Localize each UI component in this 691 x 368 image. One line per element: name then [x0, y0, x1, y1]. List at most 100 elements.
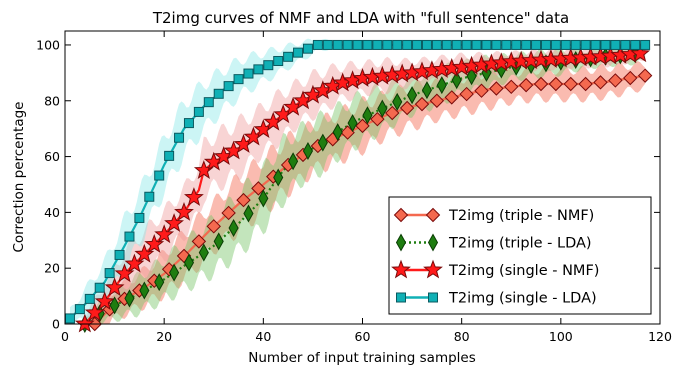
thin-diamond-marker	[198, 243, 209, 262]
y-tick-label: 60	[44, 149, 60, 164]
thin-diamond-marker	[436, 76, 447, 95]
square-marker	[431, 39, 442, 50]
square-marker	[273, 55, 284, 66]
diamond-marker	[608, 73, 623, 88]
y-axis-label: Correction percentage	[11, 102, 27, 253]
square-marker	[174, 132, 185, 143]
square-marker	[580, 39, 591, 50]
square-marker	[322, 39, 333, 50]
diamond-marker	[425, 207, 441, 223]
y-axis-ticks: 0 20 40 60 80 100	[36, 37, 660, 332]
thin-diamond-marker	[228, 218, 239, 238]
thin-diamond-marker	[109, 296, 120, 315]
chart-title: T2img curves of NMF and LDA with "full s…	[152, 9, 569, 27]
square-marker	[84, 293, 95, 304]
square-marker	[352, 39, 363, 50]
square-marker	[451, 39, 462, 50]
square-marker	[243, 68, 254, 79]
star-marker	[74, 313, 95, 333]
square-marker	[481, 39, 492, 50]
thin-diamond-marker	[213, 232, 224, 251]
square-marker	[491, 39, 502, 50]
square-marker	[441, 39, 452, 50]
diamond-marker	[489, 81, 504, 96]
x-tick-label: 60	[355, 329, 371, 344]
star-marker	[104, 277, 125, 297]
square-marker	[362, 39, 373, 50]
diamond-marker	[548, 76, 564, 92]
square-marker	[521, 39, 532, 50]
diamond-marker	[414, 96, 430, 112]
diamond-marker	[459, 86, 474, 102]
legend-label: T2img (triple - NMF)	[448, 208, 594, 224]
square-marker	[233, 74, 244, 85]
square-marker	[302, 43, 313, 54]
band-2	[84, 45, 646, 324]
diamond-marker	[637, 68, 653, 83]
diamond-marker	[563, 76, 578, 92]
diamond-marker	[518, 77, 534, 93]
thin-diamond-marker	[347, 114, 358, 133]
square-marker	[382, 39, 393, 50]
square-marker	[428, 292, 438, 303]
legend-label: T2img (single - LDA)	[448, 291, 597, 307]
diamond-marker	[393, 207, 409, 223]
thin-diamond-marker	[451, 71, 462, 90]
band-3	[69, 38, 646, 324]
thin-diamond-marker	[392, 92, 403, 111]
star-marker	[630, 43, 651, 63]
legend-label: T2img (single - NMF)	[448, 263, 599, 279]
diamond-marker	[355, 118, 370, 134]
thin-diamond-marker	[302, 141, 314, 161]
thin-diamond-marker	[466, 67, 477, 86]
diamond-marker	[399, 100, 415, 116]
square-marker	[412, 39, 423, 50]
square-marker	[134, 212, 145, 223]
thin-diamond-marker	[273, 168, 284, 187]
y-tick-label: 100	[36, 37, 60, 52]
square-marker	[104, 268, 115, 279]
thin-diamond-marker	[427, 233, 439, 252]
x-axis-ticks: 0 20 40 60 80 100 120	[61, 31, 672, 344]
diamond-marker	[221, 205, 236, 221]
square-marker	[610, 39, 621, 50]
star-marker	[144, 234, 165, 253]
thin-diamond-marker	[421, 81, 433, 100]
square-marker	[183, 118, 194, 129]
square-marker	[74, 304, 85, 315]
square-marker	[372, 39, 383, 50]
square-marker	[471, 39, 482, 50]
square-marker	[263, 60, 274, 71]
square-marker	[223, 81, 234, 92]
thin-diamond-marker	[139, 281, 150, 300]
thin-diamond-marker	[362, 106, 373, 125]
y-tick-label: 80	[44, 93, 60, 108]
diamond-marker	[191, 234, 207, 249]
diamond-marker	[206, 219, 221, 234]
star-marker	[154, 224, 175, 244]
diamond-marker	[474, 83, 489, 98]
diamond-marker	[251, 181, 266, 196]
thin-diamond-marker	[154, 273, 165, 292]
thin-diamond-marker	[332, 123, 343, 142]
square-marker	[560, 39, 571, 50]
square-marker	[64, 313, 75, 324]
star-marker	[94, 291, 115, 311]
thin-diamond-marker	[258, 189, 269, 208]
star-marker	[84, 302, 105, 322]
square-marker	[461, 39, 472, 50]
square-marker	[342, 39, 353, 50]
thin-diamond-marker	[183, 253, 195, 272]
legend-entry: T2img (single - LDA)	[396, 291, 597, 307]
square-marker	[94, 282, 105, 293]
diamond-marker	[444, 90, 459, 105]
star-marker	[164, 213, 184, 232]
square-marker	[620, 39, 631, 50]
square-marker	[630, 39, 641, 50]
square-marker	[396, 292, 406, 303]
x-axis-label: Number of input training samples	[248, 350, 476, 366]
diamond-marker	[236, 192, 251, 208]
y-tick-label: 0	[52, 317, 60, 332]
square-marker	[332, 39, 343, 50]
